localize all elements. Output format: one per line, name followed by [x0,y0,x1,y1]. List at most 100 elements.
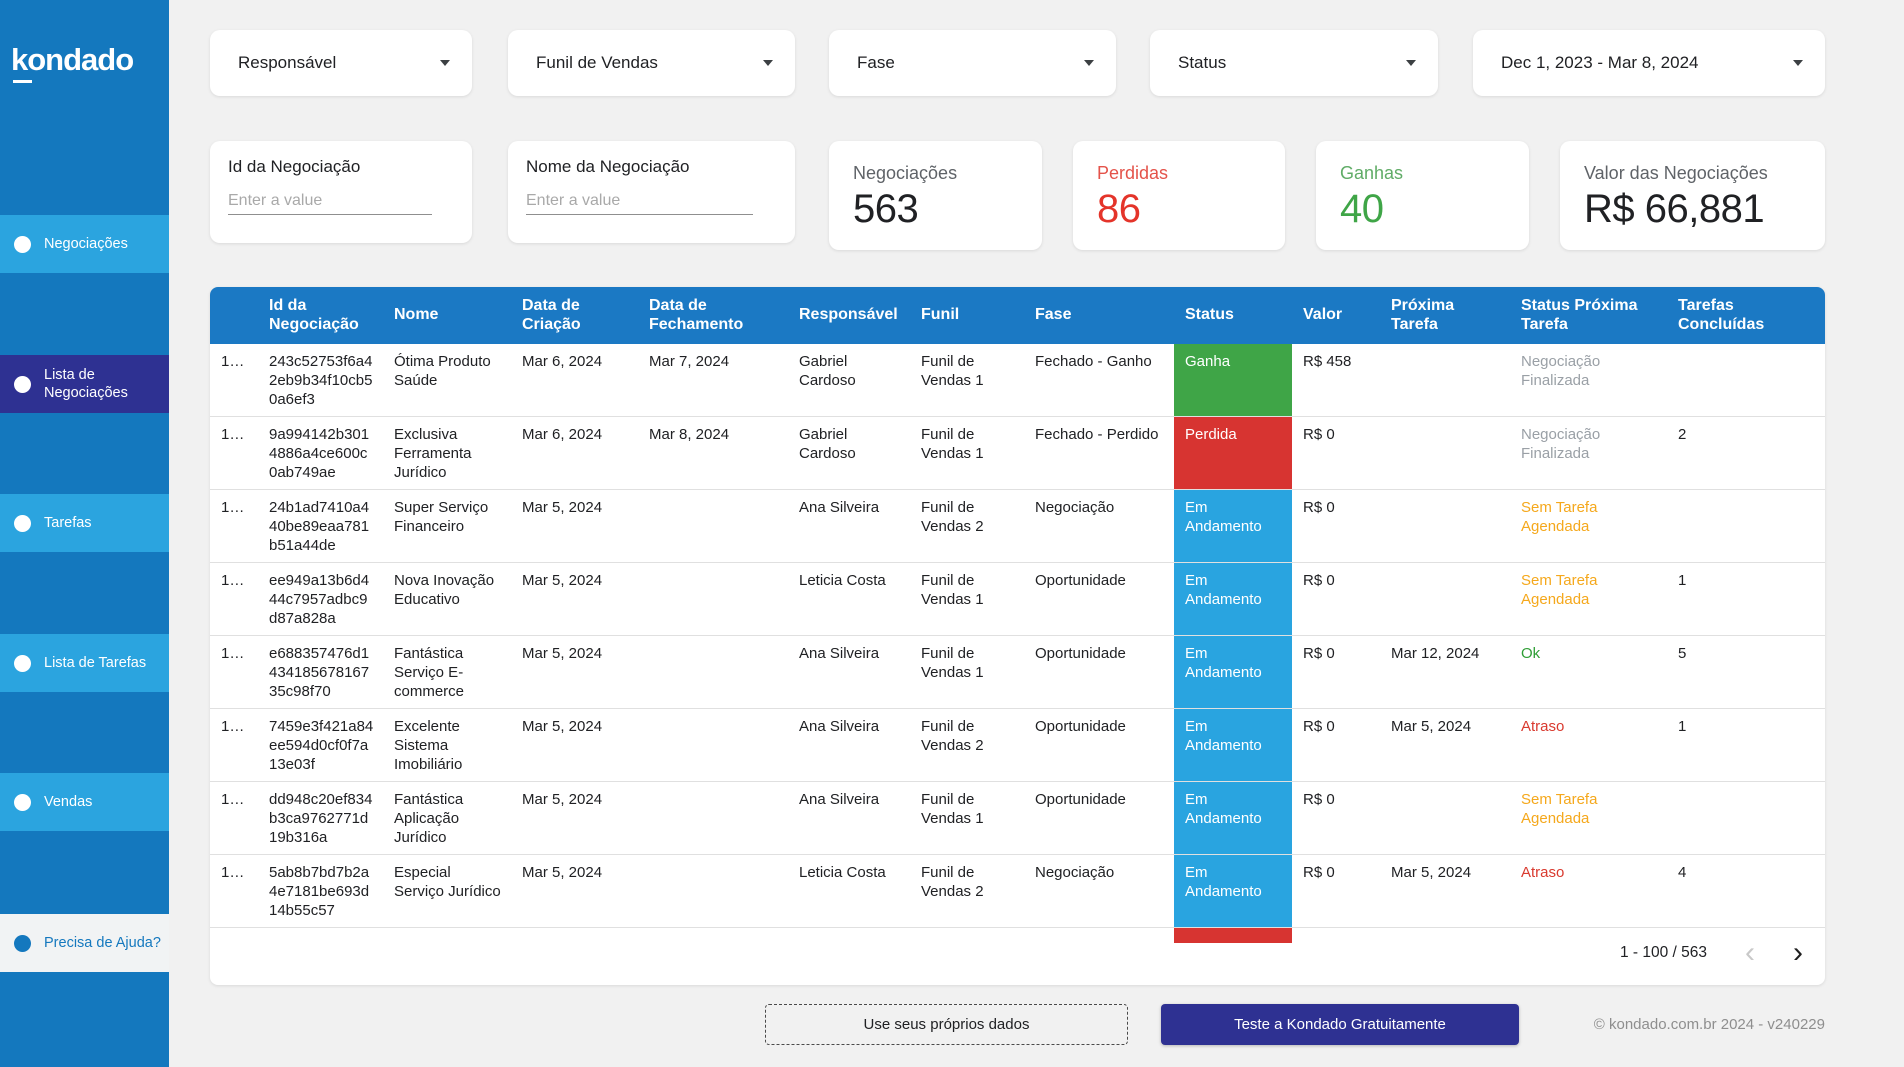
cell-valor: R$ 0 [1292,563,1380,635]
column-header-data-de-criacao: Data de Criação [511,297,638,335]
try-kondado-button[interactable]: Teste a Kondado Gratuitamente [1161,1004,1519,1045]
cell-data-criacao: Mar 5, 2024 [511,636,638,708]
cell-nome: Super Serviço Financeiro [383,490,511,562]
date-range-filter[interactable]: Dec 1, 2023 - Mar 8, 2024 [1473,30,1825,96]
bullet-icon [14,794,31,811]
cell-nome: Excelente Sistema Imobiliário [383,709,511,781]
table-row[interactable]: 1… e688357476d143418567816735c98f70 Fant… [210,636,1825,709]
sidebar-item-precisa-de-ajuda[interactable]: Precisa de Ajuda? [0,914,169,972]
cell-id-negociacao: 7459e3f421a84ee594d0cf0f7a13e03f [258,709,383,781]
cell-proxima-tarefa [1380,490,1510,562]
cell-valor: R$ 0 [1292,490,1380,562]
row-index: 1… [210,490,258,562]
sidebar-item-lista-de-negociacoes[interactable]: Lista de Negociações [0,355,169,413]
cell-valor: R$ 0 [1292,709,1380,781]
table-row[interactable]: 1… 5ab8b7bd7b2a4e7181be693d14b55c57 Espe… [210,855,1825,928]
filter-responsavel[interactable]: Responsável [210,30,472,96]
table-row[interactable]: 1… ee949a13b6d444c7957adbc9d87a828a Nova… [210,563,1825,636]
cell-status-proxima-tarefa: Atraso [1510,855,1667,927]
cell-data-fechamento [638,490,788,562]
cell-funil: Funil de Vendas 2 [910,709,1024,781]
cell-id-negociacao: dd948c20ef834b3ca9762771d19b316a [258,782,383,854]
table-body: 1… 243c52753f6a42eb9b34f10cb50a6ef3 Ótim… [210,344,1825,928]
table-row[interactable]: 1… 7459e3f421a84ee594d0cf0f7a13e03f Exce… [210,709,1825,782]
filter-status[interactable]: Status [1150,30,1438,96]
filter-label: Dec 1, 2023 - Mar 8, 2024 [1501,53,1699,73]
cell-id-negociacao: 5ab8b7bd7b2a4e7181be693d14b55c57 [258,855,383,927]
cell-nome: Fantástica Serviço E-commerce [383,636,511,708]
cell-proxima-tarefa: Mar 5, 2024 [1380,709,1510,781]
cell-data-criacao: Mar 5, 2024 [511,855,638,927]
cell-fase: Oportunidade [1024,636,1174,708]
sidebar: kondado Negociações Lista de Negociações… [0,0,169,1067]
column-header-data-de-fechamento: Data de Fechamento [638,297,788,335]
table-row[interactable]: 1… dd948c20ef834b3ca9762771d19b316a Fant… [210,782,1825,855]
pagination-range: 1 - 100 / 563 [1620,944,1707,962]
cell-fase: Negociação [1024,490,1174,562]
cell-nome: Exclusiva Ferramenta Jurídico [383,417,511,489]
cell-id-negociacao: 9a994142b3014886a4ce600c0ab749ae [258,417,383,489]
filter-funil-de-vendas[interactable]: Funil de Vendas [508,30,795,96]
kpi-card-negociacoes: Negociações 563 [829,141,1042,250]
logo-underline [13,80,32,83]
cell-data-criacao: Mar 5, 2024 [511,782,638,854]
sidebar-item-lista-de-tarefas[interactable]: Lista de Tarefas [0,634,169,692]
sidebar-item-label: Lista de Negociações [44,366,169,402]
cell-status: Em Andamento [1174,855,1292,927]
pagination-prev-button[interactable]: ‹ [1739,938,1761,968]
row-index: 1… [210,782,258,854]
pagination-next-button[interactable]: › [1787,938,1809,968]
cell-data-criacao: Mar 5, 2024 [511,563,638,635]
input-label: Id da Negociação [228,157,450,177]
cell-tarefas-concluidas: 2 [1667,417,1825,489]
cell-fase: Oportunidade [1024,782,1174,854]
cell-funil: Funil de Vendas 1 [910,636,1024,708]
sidebar-item-vendas[interactable]: Vendas [0,773,169,831]
sidebar-item-tarefas[interactable]: Tarefas [0,494,169,552]
table-row[interactable]: 1… 9a994142b3014886a4ce600c0ab749ae Excl… [210,417,1825,490]
column-header-valor: Valor [1292,306,1380,325]
kpi-value: 563 [853,187,1032,232]
sidebar-item-label: Precisa de Ajuda? [44,934,161,952]
cell-status: Em Andamento [1174,563,1292,635]
cell-valor: R$ 0 [1292,855,1380,927]
cell-status-proxima-tarefa: Sem Tarefa Agendada [1510,490,1667,562]
bullet-icon [14,236,31,253]
column-header-funil: Funil [910,306,1024,325]
row-index: 1… [210,855,258,927]
status-badge: Em Andamento [1174,709,1292,781]
input-card-id-da-negociacao: Id da Negociação [210,141,472,243]
column-header-responsavel: Responsável [788,306,910,325]
nome-da-negociacao-input[interactable] [526,192,753,215]
cell-status: Em Andamento [1174,709,1292,781]
cell-nome: Fantástica Aplicação Jurídico [383,782,511,854]
column-header-tarefas-concluidas: Tarefas Concluídas [1667,297,1825,335]
input-card-nome-da-negociacao: Nome da Negociação [508,141,795,243]
table-row[interactable]: 1… 24b1ad7410a440be89eaa781b51a44de Supe… [210,490,1825,563]
table-row[interactable]: 1… 243c52753f6a42eb9b34f10cb50a6ef3 Ótim… [210,344,1825,417]
row-index: 1… [210,344,258,416]
table-header-row: Id da NegociaçãoNomeData de CriaçãoData … [210,287,1825,344]
filter-label: Funil de Vendas [536,53,658,73]
sidebar-item-label: Vendas [44,793,92,811]
filter-fase[interactable]: Fase [829,30,1116,96]
cell-id-negociacao: 243c52753f6a42eb9b34f10cb50a6ef3 [258,344,383,416]
cell-responsavel: Ana Silveira [788,490,910,562]
status-badge: Em Andamento [1174,855,1292,927]
cell-proxima-tarefa: Mar 12, 2024 [1380,636,1510,708]
row-index: 1… [210,417,258,489]
input-label: Nome da Negociação [526,157,773,177]
cell-data-fechamento [638,709,788,781]
id-da-negociacao-input[interactable] [228,192,432,215]
column-header-fase: Fase [1024,306,1174,325]
cell-status: Em Andamento [1174,490,1292,562]
copyright-text: © kondado.com.br 2024 - v240229 [1594,1016,1825,1033]
partial-row-status-badge [1174,928,1292,943]
filter-label: Status [1178,53,1226,73]
filter-label: Fase [857,53,895,73]
sidebar-item-negociacoes[interactable]: Negociações [0,215,169,273]
cell-status: Perdida [1174,417,1292,489]
cell-fase: Fechado - Ganho [1024,344,1174,416]
cell-id-negociacao: 24b1ad7410a440be89eaa781b51a44de [258,490,383,562]
use-own-data-button[interactable]: Use seus próprios dados [765,1004,1128,1045]
